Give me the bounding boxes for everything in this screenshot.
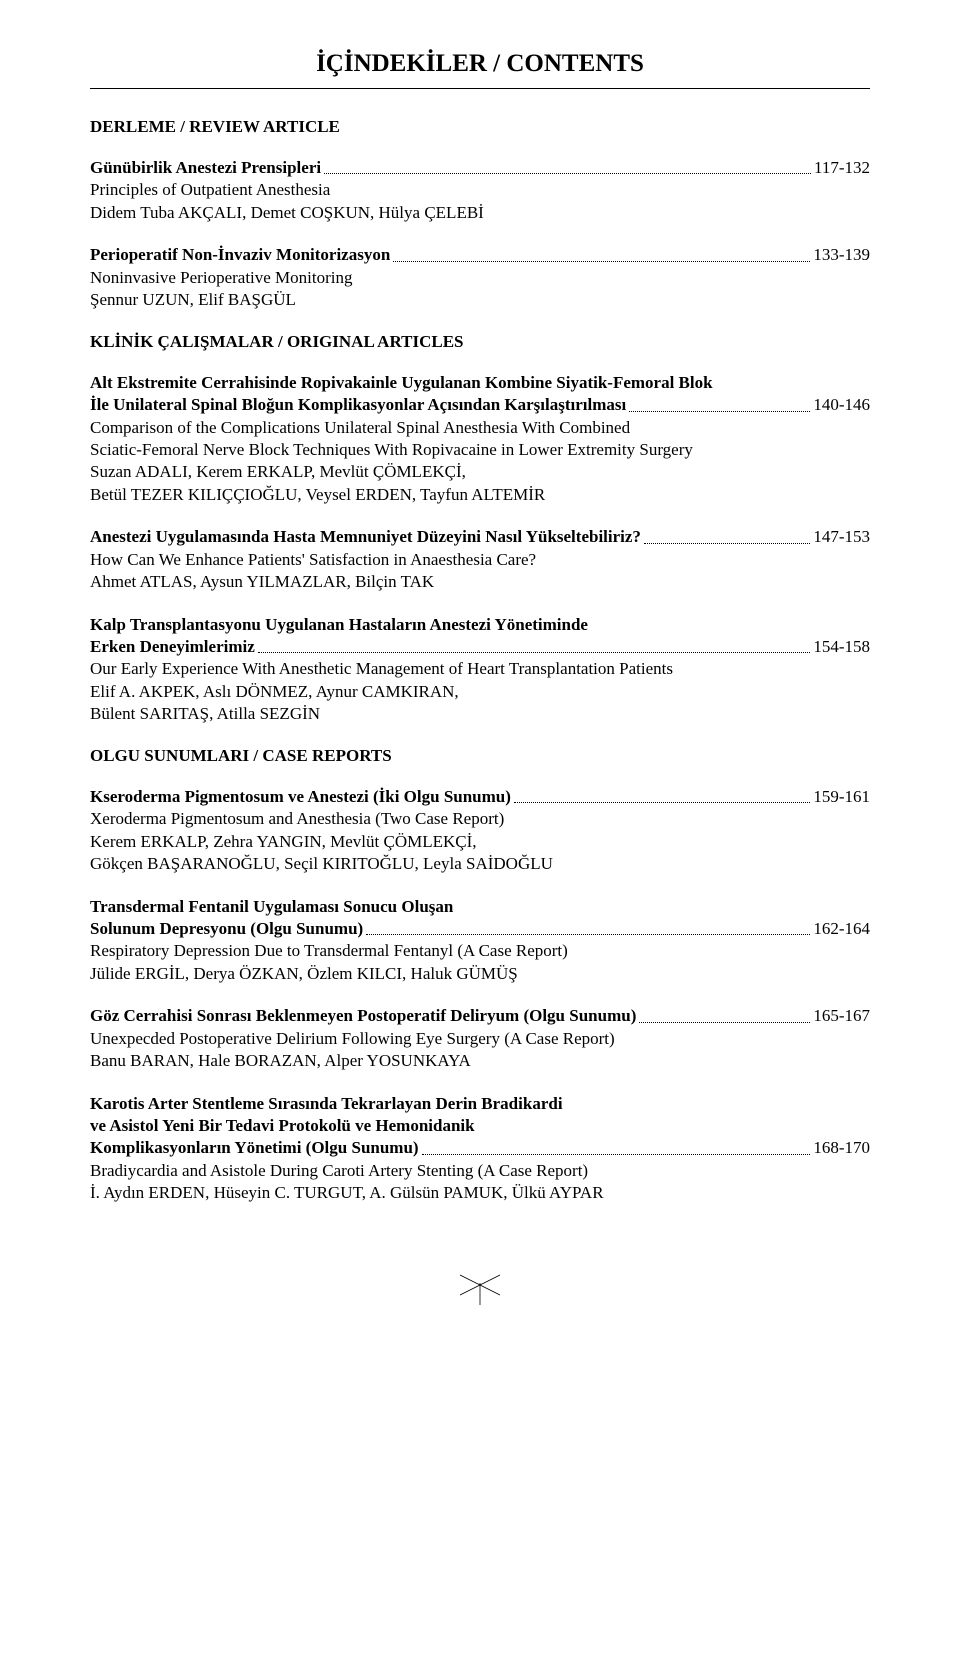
toc-entry: Kseroderma Pigmentosum ve Anestezi (İki … <box>90 786 870 876</box>
entry-subtitle: Respiratory Depression Due to Transderma… <box>90 940 870 962</box>
entry-pages: 162-164 <box>813 918 870 940</box>
crop-mark-icon <box>90 1265 870 1310</box>
section-case: OLGU SUNUMLARI / CASE REPORTS <box>90 746 870 766</box>
toc-entry: Anestezi Uygulamasında Hasta Memnuniyet … <box>90 526 870 593</box>
entry-authors: Didem Tuba AKÇALI, Demet COŞKUN, Hülya Ç… <box>90 202 870 224</box>
entry-authors: Elif A. AKPEK, Aslı DÖNMEZ, Aynur CAMKIR… <box>90 681 870 703</box>
entry-title: Günübirlik Anestezi Prensipleri <box>90 157 321 179</box>
entry-authors: Banu BARAN, Hale BORAZAN, Alper YOSUNKAY… <box>90 1050 870 1072</box>
entry-pretitle: Kalp Transplantasyonu Uygulanan Hastalar… <box>90 614 870 636</box>
entry-subtitle: Our Early Experience With Anesthetic Man… <box>90 658 870 680</box>
toc-entry: Kalp Transplantasyonu Uygulanan Hastalar… <box>90 614 870 726</box>
entry-title: Anestezi Uygulamasında Hasta Memnuniyet … <box>90 526 641 548</box>
entry-pages: 117-132 <box>814 157 870 179</box>
entry-authors: Bülent SARITAŞ, Atilla SEZGİN <box>90 703 870 725</box>
entry-subtitle: How Can We Enhance Patients' Satisfactio… <box>90 549 870 571</box>
entry-subtitle: Comparison of the Complications Unilater… <box>90 417 870 439</box>
entry-title: Perioperatif Non-İnvaziv Monitorizasyon <box>90 244 390 266</box>
entry-title: Erken Deneyimlerimiz <box>90 636 255 658</box>
toc-entry: Karotis Arter Stentleme Sırasında Tekrar… <box>90 1093 870 1205</box>
entry-subtitle: Sciatic-Femoral Nerve Block Techniques W… <box>90 439 870 461</box>
entry-pages: 159-161 <box>813 786 870 808</box>
entry-title: İle Unilateral Spinal Bloğun Komplikasyo… <box>90 394 626 416</box>
toc-entry: Transdermal Fentanil Uygulaması Sonucu O… <box>90 896 870 986</box>
leader-dots <box>324 173 811 174</box>
leader-dots <box>393 261 810 262</box>
leader-dots <box>639 1022 810 1023</box>
entry-pretitle: Karotis Arter Stentleme Sırasında Tekrar… <box>90 1093 870 1115</box>
leader-dots <box>422 1154 811 1155</box>
section-clinical: KLİNİK ÇALIŞMALAR / ORIGINAL ARTICLES <box>90 332 870 352</box>
toc-entry: Alt Ekstremite Cerrahisinde Ropivakainle… <box>90 372 870 507</box>
toc-entry: Günübirlik Anestezi Prensipleri 117-132 … <box>90 157 870 224</box>
leader-dots <box>258 652 811 653</box>
entry-authors: Kerem ERKALP, Zehra YANGIN, Mevlüt ÇÖMLE… <box>90 831 870 853</box>
entry-pretitle: Transdermal Fentanil Uygulaması Sonucu O… <box>90 896 870 918</box>
entry-title: Komplikasyonların Yönetimi (Olgu Sunumu) <box>90 1137 419 1159</box>
entry-authors: Gökçen BAŞARANOĞLU, Seçil KIRITOĞLU, Ley… <box>90 853 870 875</box>
entry-pretitle: ve Asistol Yeni Bir Tedavi Protokolü ve … <box>90 1115 870 1137</box>
entry-subtitle: Xeroderma Pigmentosum and Anesthesia (Tw… <box>90 808 870 830</box>
entry-pretitle: Alt Ekstremite Cerrahisinde Ropivakainle… <box>90 372 870 394</box>
entry-authors: Betül TEZER KILIÇÇIOĞLU, Veysel ERDEN, T… <box>90 484 870 506</box>
leader-dots <box>629 411 810 412</box>
leader-dots <box>366 934 810 935</box>
entry-subtitle: Noninvasive Perioperative Monitoring <box>90 267 870 289</box>
entry-title: Göz Cerrahisi Sonrası Beklenmeyen Postop… <box>90 1005 636 1027</box>
entry-title: Kseroderma Pigmentosum ve Anestezi (İki … <box>90 786 511 808</box>
leader-dots <box>514 802 810 803</box>
toc-entry: Göz Cerrahisi Sonrası Beklenmeyen Postop… <box>90 1005 870 1072</box>
entry-authors: Şennur UZUN, Elif BAŞGÜL <box>90 289 870 311</box>
entry-authors: Jülide ERGİL, Derya ÖZKAN, Özlem KILCI, … <box>90 963 870 985</box>
section-review: DERLEME / REVIEW ARTICLE <box>90 117 870 137</box>
entry-authors: İ. Aydın ERDEN, Hüseyin C. TURGUT, A. Gü… <box>90 1182 870 1204</box>
entry-authors: Ahmet ATLAS, Aysun YILMAZLAR, Bilçin TAK <box>90 571 870 593</box>
entry-subtitle: Principles of Outpatient Anesthesia <box>90 179 870 201</box>
entry-pages: 154-158 <box>813 636 870 658</box>
toc-entry: Perioperatif Non-İnvaziv Monitorizasyon … <box>90 244 870 311</box>
entry-pages: 168-170 <box>813 1137 870 1159</box>
entry-pages: 133-139 <box>813 244 870 266</box>
entry-pages: 140-146 <box>813 394 870 416</box>
entry-authors: Suzan ADALI, Kerem ERKALP, Mevlüt ÇÖMLEK… <box>90 461 870 483</box>
leader-dots <box>644 543 810 544</box>
entry-title: Solunum Depresyonu (Olgu Sunumu) <box>90 918 363 940</box>
page-title: İÇİNDEKİLER / CONTENTS <box>90 50 870 89</box>
entry-pages: 147-153 <box>813 526 870 548</box>
entry-subtitle: Unexpecded Postoperative Delirium Follow… <box>90 1028 870 1050</box>
entry-subtitle: Bradiycardia and Asistole During Caroti … <box>90 1160 870 1182</box>
entry-pages: 165-167 <box>813 1005 870 1027</box>
